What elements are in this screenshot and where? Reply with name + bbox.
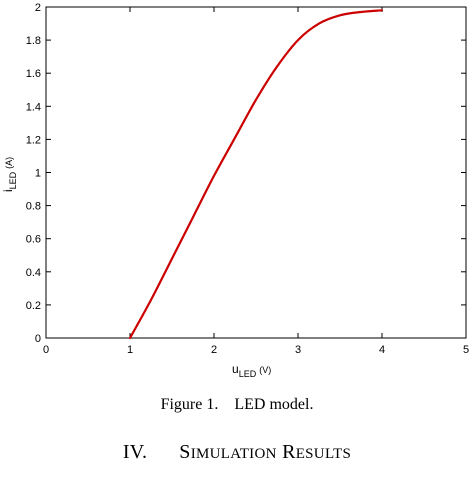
x-tick-label: 5 — [463, 344, 469, 356]
figure-caption: Figure 1. LED model. — [0, 396, 474, 414]
section-heading: IV. SIMULATION RESULTS — [0, 441, 474, 464]
y-axis-label-sub: LED — [8, 171, 18, 189]
x-tick-label: 0 — [43, 344, 49, 356]
x-axis-label-sub: LED — [239, 369, 257, 379]
y-tick-label: 1 — [35, 168, 41, 180]
y-tick-label: 2 — [35, 2, 41, 14]
x-axis-label-main: u — [232, 362, 239, 376]
y-tick-label: 0.6 — [26, 234, 41, 246]
x-tick-label: 1 — [127, 344, 133, 356]
ticks — [45, 6, 467, 339]
x-axis-label: uLED (V) — [232, 362, 271, 379]
tick-labels: 0 1 2 3 4 5 0 0.2 0.4 0.6 0.8 1 1.2 1.4 1.6 1.8 2 — [26, 2, 469, 356]
section-title-esults: ESULTS — [295, 446, 352, 462]
plot-area — [45, 6, 467, 339]
figure-text: LED model. — [234, 396, 314, 413]
section-title-imulation: IMULATION — [190, 446, 277, 462]
x-tick-label: 3 — [295, 344, 301, 356]
section-number: IV. — [122, 441, 148, 463]
figure-label: Figure 1. — [160, 396, 219, 413]
x-tick-label: 4 — [379, 344, 385, 356]
y-tick-label: 0 — [35, 333, 41, 345]
x-axis-label-unit: (V) — [259, 365, 271, 375]
series-line — [128, 9, 384, 340]
section-title-s: S — [179, 441, 191, 463]
chart: 0 1 2 3 4 500.20.40.60.811.21.41.61.82 uLED (V… — [1, 2, 469, 379]
y-tick-label: 1.8 — [26, 35, 41, 47]
y-tick-label: 1.2 — [26, 134, 41, 146]
y-tick-label: 1.6 — [26, 68, 41, 80]
y-tick-label: 1.4 — [26, 101, 41, 113]
y-tick-label: 0.8 — [26, 201, 41, 213]
y-tick-label: 0.4 — [26, 267, 41, 279]
y-axis-label-unit: (A) — [4, 157, 14, 169]
x-tick-label: 2 — [211, 344, 217, 356]
y-axis-label-main: i — [1, 189, 15, 192]
y-tick-label: 0.2 — [26, 300, 41, 312]
section-title-r: R — [282, 441, 296, 463]
y-axis-label: iLED (A) — [1, 157, 18, 192]
